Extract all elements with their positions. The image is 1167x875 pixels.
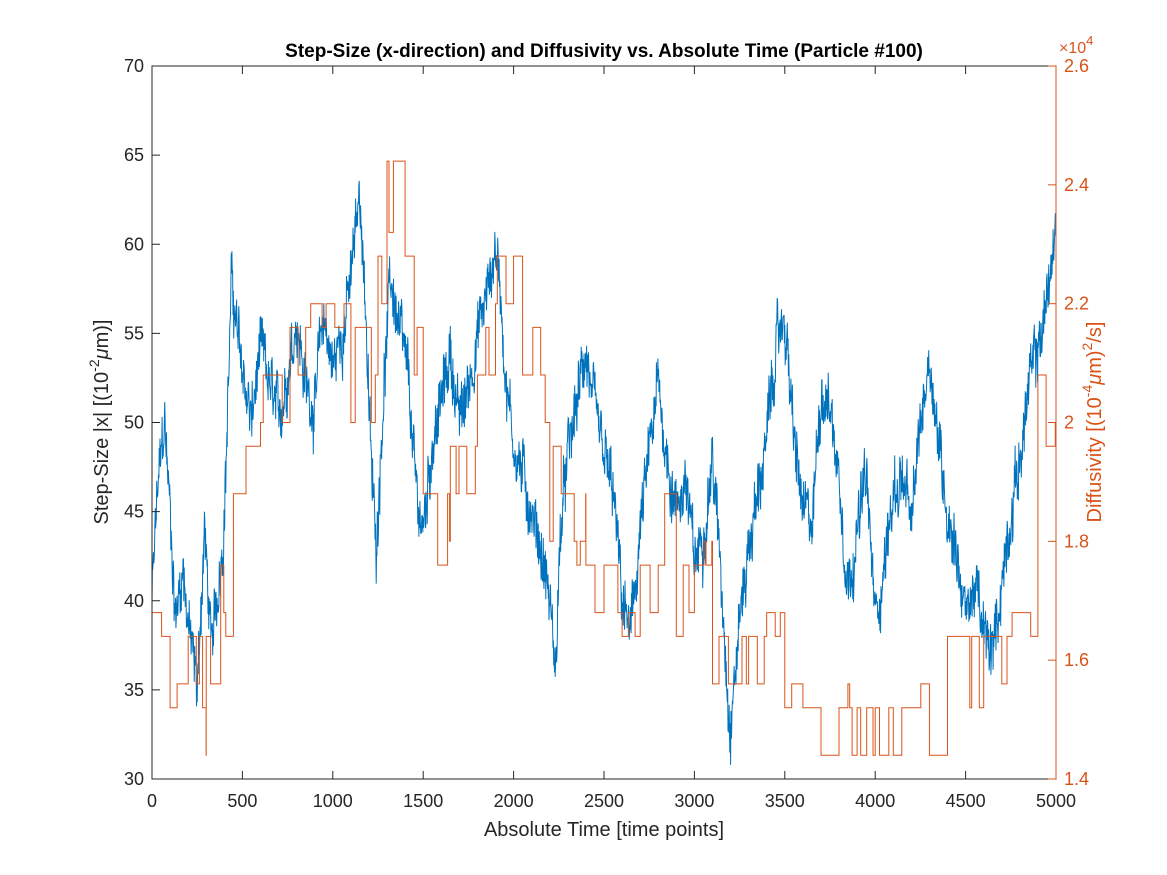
y-left-tick-label-1: 35: [124, 680, 144, 700]
y-left-label-part-2: m)]: [91, 320, 113, 349]
y-left-tick-label-8: 70: [124, 56, 144, 76]
x-tick-label-4: 2000: [494, 791, 534, 811]
y-right-label-part-1: Diffusivity [(10: [1084, 397, 1106, 522]
y-right-tick-label-2: 1.8: [1064, 531, 1089, 551]
y-right-exponent-power: 4: [1086, 33, 1093, 48]
series-layer: [151, 160, 1057, 765]
y-left-tick-label-6: 60: [124, 234, 144, 254]
x-tick-label-8: 4000: [855, 791, 895, 811]
x-tick-label-6: 3000: [674, 791, 714, 811]
plot-background: [152, 66, 1056, 779]
y-right-tick-label-1: 1.6: [1064, 650, 1089, 670]
y-left-tick-label-4: 50: [124, 413, 144, 433]
y-right-label-part-3: /s]: [1084, 322, 1106, 343]
y-left-tick-label-5: 55: [124, 323, 144, 343]
x-tick-label-9: 4500: [946, 791, 986, 811]
y-left-axis-label: Step-Size |x| [(10-2μm)]: [86, 320, 113, 525]
y-left-tick-label-3: 45: [124, 502, 144, 522]
x-tick-label-5: 2500: [584, 791, 624, 811]
y-left-tick-label-2: 40: [124, 591, 144, 611]
y-left-label-part-1: Step-Size |x| [(10: [91, 372, 113, 525]
y-right-label-sup-1: -4: [1079, 385, 1095, 398]
y-right-axis-label: Diffusivity [(10-4μm)2/s]: [1079, 322, 1106, 523]
x-tick-label-0: 0: [147, 791, 157, 811]
y-right-tick-label-3: 2: [1064, 413, 1074, 433]
y-left-tick-label-7: 65: [124, 145, 144, 165]
y-left-label-sup: -2: [86, 359, 102, 372]
chart-title: Step-Size (x-direction) and Diffusivity …: [285, 41, 923, 62]
y-right-label-mu: μ: [1084, 374, 1106, 386]
y-right-exponent: ×104: [1059, 33, 1093, 57]
x-tick-label-7: 3500: [765, 791, 805, 811]
axis-layer: 0 500 1000 1500 2000 2500 3000 3500 4000 4500 5000…: [124, 56, 1089, 811]
y-right-exponent-base: ×10: [1059, 40, 1086, 57]
x-tick-label-2: 1000: [313, 791, 353, 811]
y-right-tick-label-0: 1.4: [1064, 769, 1089, 789]
x-tick-label-3: 1500: [403, 791, 443, 811]
y-left-label-mu: μ: [91, 348, 113, 360]
x-axis-label: Absolute Time [time points]: [484, 819, 724, 841]
y-right-tick-label-5: 2.4: [1064, 175, 1089, 195]
series-step-size-line: [151, 180, 1057, 765]
x-tick-label-10: 5000: [1036, 791, 1076, 811]
y-right-label-sup-2: 2: [1079, 342, 1095, 350]
y-left-tick-label-0: 30: [124, 769, 144, 789]
y-right-tick-label-4: 2.2: [1064, 294, 1089, 314]
y-right-label-part-2: m): [1084, 350, 1106, 373]
series-diffusivity-line: [152, 160, 1056, 756]
y-right-tick-label-6: 2.6: [1064, 56, 1089, 76]
x-tick-label-1: 500: [227, 791, 257, 811]
